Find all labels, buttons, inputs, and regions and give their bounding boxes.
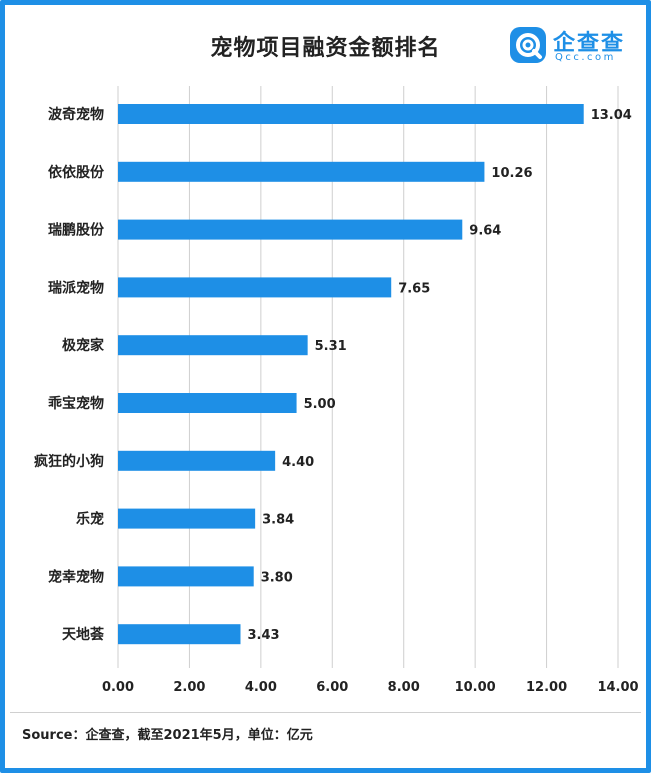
brand-domain: Qcc.com [555,52,616,63]
bar [118,277,392,298]
category-label: 宠幸宠物 [48,568,104,585]
x-tick-label: 6.00 [316,680,348,695]
category-label: 极宠家 [62,337,105,354]
category-label: 依依股份 [48,164,105,181]
category-label: 天地荟 [62,626,105,643]
bar [118,104,584,124]
x-tick-label: 12.00 [526,680,567,695]
brand-name: 企查查 [553,31,626,56]
value-label: 3.43 [248,628,280,643]
bar [118,450,276,471]
bar [118,566,254,587]
x-tick-label: 8.00 [388,680,420,695]
category-label: 波奇宠物 [48,106,104,123]
value-label: 4.40 [282,455,314,470]
category-label: 瑞鹏股份 [48,222,105,239]
bar [118,624,241,645]
category-label: 瑞派宠物 [48,279,104,296]
x-tick-label: 2.00 [173,680,205,695]
x-tick-label: 4.00 [245,680,277,695]
value-label: 7.65 [398,281,430,296]
x-tick-label: 0.00 [102,680,134,695]
bar [118,219,463,240]
bar [118,335,308,356]
x-tick-label: 10.00 [455,680,496,695]
qcc-logo-icon [510,27,546,63]
value-label: 10.26 [491,166,532,181]
value-label: 3.84 [262,513,294,528]
value-label: 13.04 [591,108,632,123]
category-label: 疯狂的小狗 [34,453,104,470]
chart-title: 宠物项目融资金额排名 [210,36,441,61]
value-label: 3.80 [261,570,293,585]
x-tick-label: 14.00 [597,680,638,695]
value-label: 9.64 [469,224,501,239]
footer-divider [10,712,641,713]
value-label: 5.00 [304,397,336,412]
brand-logo: 企查查 Qcc.com [509,25,629,67]
bar [118,161,485,182]
category-label: 乐宠 [76,511,104,528]
bar [118,393,297,413]
bar [118,508,256,529]
source-note: Source：企查查，截至2021年5月，单位：亿元 [22,728,313,743]
category-label: 乖宝宠物 [48,395,104,412]
value-label: 5.31 [315,339,347,354]
